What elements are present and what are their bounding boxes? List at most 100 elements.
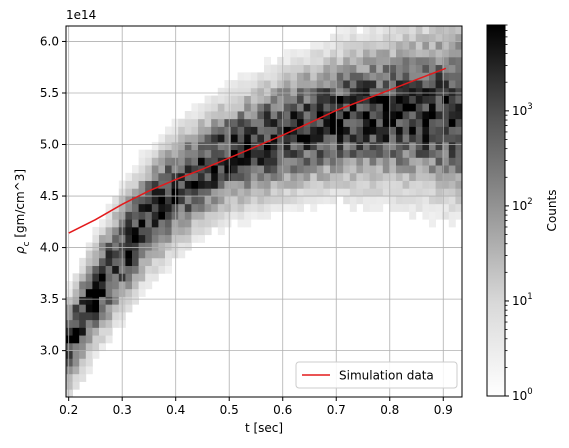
heatmap-cell xyxy=(316,118,324,127)
heatmap-cell xyxy=(270,165,278,174)
heatmap-cell xyxy=(151,165,159,174)
heatmap-cell xyxy=(382,80,390,89)
heatmap-cell xyxy=(297,180,304,189)
heatmap-cell xyxy=(283,56,291,66)
heatmap-cell xyxy=(270,80,278,89)
heatmap-cell xyxy=(415,56,423,66)
heatmap-cell xyxy=(92,234,100,243)
heatmap-cell xyxy=(442,26,450,35)
heatmap-cell xyxy=(356,188,364,197)
heatmap-cell xyxy=(369,56,377,66)
heatmap-cell xyxy=(211,165,219,174)
heatmap-cell xyxy=(151,219,159,228)
heatmap-cell xyxy=(297,165,304,174)
colorbar-tick-label: 100 xyxy=(512,387,533,403)
x-tick-label: 0.5 xyxy=(220,403,239,417)
heatmap-cell xyxy=(198,157,205,166)
heatmap-cell xyxy=(204,118,212,127)
heatmap-cell xyxy=(389,87,397,96)
heatmap-cell xyxy=(257,203,265,212)
heatmap-cell xyxy=(396,72,403,81)
heatmap-cell xyxy=(422,196,430,205)
heatmap-cell xyxy=(448,33,456,42)
heatmap-cell xyxy=(264,72,271,81)
heatmap-cell xyxy=(283,134,291,143)
heatmap-cell xyxy=(224,87,232,96)
heatmap-cell xyxy=(165,126,172,135)
heatmap-cell xyxy=(415,172,423,181)
heatmap-cell xyxy=(231,95,238,104)
heatmap-cell xyxy=(442,103,450,112)
heatmap-cell xyxy=(66,358,73,367)
heatmap-cell xyxy=(297,87,304,96)
heatmap-cell xyxy=(429,118,436,127)
heatmap-cell xyxy=(303,180,311,189)
heatmap-cell xyxy=(310,41,318,50)
heatmap-cell xyxy=(211,219,219,228)
heatmap-cell xyxy=(369,134,377,143)
heatmap-cell xyxy=(125,234,133,243)
heatmap-cell xyxy=(389,33,397,42)
heatmap-cell xyxy=(257,80,265,89)
heatmap-cell xyxy=(112,219,120,228)
heatmap-cell xyxy=(389,103,397,112)
heatmap-cell xyxy=(376,33,384,42)
heatmap-cell xyxy=(178,188,186,197)
heatmap-cell xyxy=(402,196,410,205)
y-tick-label: 6.0 xyxy=(40,34,59,48)
heatmap-cell xyxy=(105,234,113,243)
heatmap-cell xyxy=(442,111,450,120)
heatmap-cell xyxy=(448,87,456,96)
heatmap-cell xyxy=(409,95,417,104)
heatmap-cell xyxy=(429,165,436,174)
heatmap-cell xyxy=(244,157,252,166)
heatmap-cell xyxy=(224,80,232,89)
heatmap-cell xyxy=(145,273,153,282)
heatmap-cell xyxy=(158,141,166,151)
heatmap-cell xyxy=(442,157,450,166)
heatmap-cell xyxy=(79,265,87,274)
heatmap-cell xyxy=(217,149,225,158)
heatmap-cell xyxy=(178,203,186,212)
heatmap-cell xyxy=(429,64,436,73)
heatmap-cell xyxy=(283,165,291,174)
heatmap-cell xyxy=(316,188,324,197)
heatmap-cell xyxy=(211,118,219,127)
heatmap-cell xyxy=(330,157,337,166)
heatmap-cell xyxy=(297,103,304,112)
heatmap-cell xyxy=(316,80,324,89)
heatmap-cell xyxy=(250,188,258,197)
heatmap-cell xyxy=(191,126,199,135)
heatmap-cell xyxy=(435,157,443,166)
grid-lines xyxy=(66,26,462,397)
heatmap-cell xyxy=(316,72,324,81)
heatmap-cell xyxy=(244,80,252,89)
heatmap-cell xyxy=(66,311,73,321)
heatmap-cell xyxy=(297,72,304,81)
heatmap-cell xyxy=(363,196,370,205)
heatmap-cell xyxy=(448,172,456,181)
x-tick-label: 0.6 xyxy=(273,403,292,417)
heatmap-cell xyxy=(165,234,172,243)
heatmap-cell xyxy=(244,196,252,205)
heatmap-cell xyxy=(316,41,324,50)
heatmap-cell xyxy=(290,180,298,189)
heatmap-cell xyxy=(422,188,430,197)
heatmap-cell xyxy=(363,49,370,58)
heatmap-cell xyxy=(402,203,410,212)
heatmap-cell xyxy=(204,211,212,220)
heatmap-cell xyxy=(402,165,410,174)
heatmap-cell xyxy=(72,288,80,297)
heatmap-cell xyxy=(409,111,417,120)
heatmap-cell xyxy=(323,64,331,73)
heatmap-cell xyxy=(409,103,417,112)
heatmap-cell xyxy=(303,49,311,58)
heatmap-cell xyxy=(244,95,252,104)
heatmap-cell xyxy=(297,56,304,66)
heatmap-cell xyxy=(376,141,384,151)
heatmap-cell xyxy=(363,64,370,73)
heatmap-cell xyxy=(99,319,106,328)
heatmap-cell xyxy=(349,118,357,127)
heatmap-cell xyxy=(363,72,370,81)
heatmap-cell xyxy=(257,165,265,174)
